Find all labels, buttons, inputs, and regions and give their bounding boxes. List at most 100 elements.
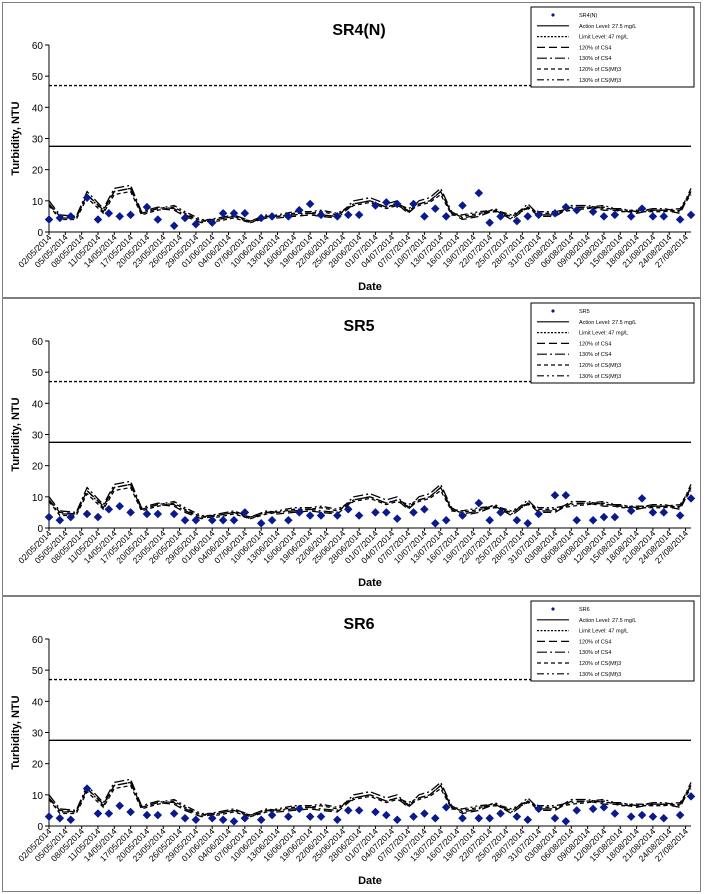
y-tick-label: 60	[32, 337, 44, 348]
data-point	[169, 509, 179, 519]
data-point	[104, 208, 114, 218]
data-point	[474, 188, 484, 198]
y-axis-label: Turbidity, NTU	[10, 695, 22, 769]
data-point	[294, 508, 304, 517]
legend-label: 130% of CS(Mf)3	[579, 78, 621, 84]
data-point	[686, 210, 696, 220]
data-point	[267, 515, 277, 525]
data-point	[180, 213, 190, 223]
data-point	[534, 210, 544, 220]
legend-label: SR5	[579, 309, 590, 315]
y-tick-label: 0	[37, 822, 43, 833]
legend-label: Action Level: 27.5 mg/L	[579, 618, 636, 624]
data-point	[675, 511, 685, 520]
data-point	[381, 198, 391, 207]
data-point	[305, 199, 315, 209]
legend-label: 120% of CS4	[579, 639, 611, 645]
data-point	[294, 205, 304, 215]
data-point	[333, 511, 342, 520]
chart-title: SR5	[343, 318, 374, 335]
y-tick-label: 30	[32, 135, 44, 146]
data-point	[153, 810, 163, 820]
data-point	[637, 204, 647, 213]
data-point	[93, 215, 103, 224]
chart-panel-sr5: SR5 0 10 20 30 40 50 60 Turbidity, NTU 02/05/2014…	[2, 298, 701, 596]
legend-box	[530, 600, 695, 682]
data-point	[191, 515, 201, 525]
data-point	[686, 792, 696, 801]
chart-title: SR6	[343, 616, 374, 633]
data-point	[599, 212, 609, 221]
data-point	[153, 215, 163, 224]
series-line-2	[48, 480, 692, 518]
y-tick-label: 30	[32, 431, 44, 442]
data-point	[599, 802, 609, 812]
series-line-4	[48, 483, 692, 518]
data-point	[191, 219, 201, 229]
data-point	[561, 202, 571, 212]
data-point	[126, 807, 135, 817]
data-point	[267, 810, 277, 820]
x-axis-label: Date	[358, 875, 382, 887]
series-line-4	[48, 187, 692, 222]
y-tick-label: 30	[32, 729, 44, 740]
data-point	[496, 809, 505, 818]
data-point	[572, 515, 582, 525]
data-point	[371, 201, 380, 210]
legend-label: 130% of CS(Mf)3	[579, 374, 621, 380]
data-point	[240, 208, 250, 218]
data-point	[55, 213, 65, 223]
data-point	[316, 511, 326, 520]
data-point	[610, 210, 620, 220]
data-point	[126, 210, 135, 220]
data-point	[256, 213, 266, 223]
data-point	[441, 515, 451, 525]
data-point	[142, 202, 152, 212]
y-tick-label: 40	[32, 399, 44, 410]
data-point	[44, 512, 54, 522]
legend-label: Limit Level: 47 mg/L	[579, 629, 628, 635]
data-point	[496, 508, 505, 517]
y-tick-label: 10	[32, 791, 44, 802]
data-point	[392, 514, 402, 524]
data-point	[316, 210, 326, 220]
data-point	[284, 212, 293, 221]
data-point	[180, 515, 190, 525]
data-point	[284, 812, 293, 822]
data-point	[333, 212, 342, 221]
legend-label: 130% of CS4	[579, 650, 611, 656]
chart-title: SR4(N)	[332, 22, 385, 39]
y-tick-label: 60	[32, 41, 44, 52]
legend-label: Action Level: 27.5 mg/L	[579, 24, 636, 30]
data-point	[458, 813, 467, 823]
data-point	[354, 210, 364, 220]
data-point	[115, 501, 125, 511]
legend-label: 120% of CS(Mf)3	[579, 661, 621, 667]
data-point	[55, 813, 65, 823]
data-point	[409, 812, 418, 822]
legend-label: 120% of CS4	[579, 45, 611, 51]
data-point	[256, 518, 266, 528]
data-point	[284, 515, 293, 525]
series-line-1	[48, 781, 692, 818]
data-point	[637, 810, 647, 820]
data-point	[485, 813, 495, 823]
chart-panel-sr6: SR6 0 10 20 30 40 50 60 Turbidity, NTU 02/05/2014…	[2, 596, 701, 892]
legend-label: 130% of CS4	[579, 56, 611, 62]
data-point	[333, 815, 342, 825]
x-axis-label: Date	[358, 577, 382, 589]
data-point	[648, 212, 658, 221]
data-point	[561, 816, 571, 826]
data-point	[229, 515, 239, 525]
data-point	[637, 494, 647, 503]
y-tick-label: 20	[32, 760, 44, 771]
data-point	[485, 218, 495, 228]
data-point	[240, 508, 250, 517]
data-point	[588, 515, 598, 525]
data-point	[588, 207, 598, 217]
data-point	[659, 813, 669, 823]
data-point	[142, 810, 152, 820]
data-point	[659, 212, 669, 221]
